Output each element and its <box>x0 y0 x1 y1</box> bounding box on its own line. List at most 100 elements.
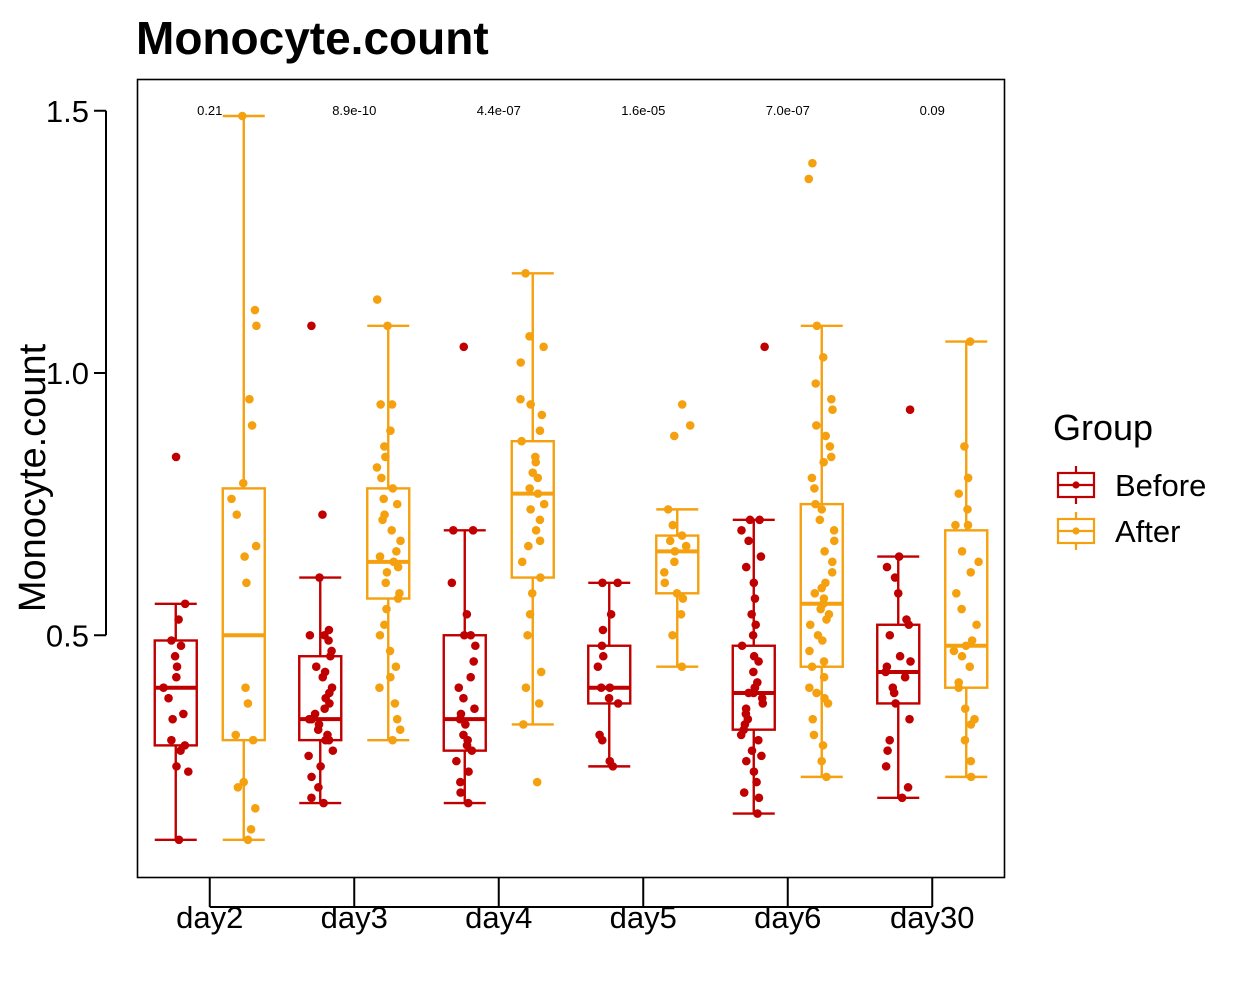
data-point <box>456 777 465 787</box>
data-point <box>957 547 967 556</box>
data-point <box>232 510 242 519</box>
data-point <box>903 783 913 792</box>
data-point <box>395 725 405 734</box>
data-point <box>966 772 976 782</box>
data-point <box>595 730 604 740</box>
x-tick-label: day3 <box>321 900 388 935</box>
data-point <box>963 505 972 514</box>
data-point <box>379 494 388 504</box>
data-point <box>970 714 979 724</box>
chart-marks: 0.21 8.9e-10 4.4e-07 1.6e-05 7.0e-07 0.09 <box>153 103 989 845</box>
data-point <box>751 620 761 630</box>
data-point <box>949 646 959 656</box>
data-point <box>386 426 395 435</box>
data-point <box>670 547 680 556</box>
data-point <box>676 609 686 619</box>
data-point <box>598 651 608 661</box>
data-point <box>539 499 549 509</box>
data-point <box>531 526 541 535</box>
data-point <box>754 793 764 803</box>
data-point <box>807 662 817 672</box>
data-point <box>180 741 190 750</box>
legend-label: Before <box>1115 468 1206 503</box>
data-point <box>314 720 324 729</box>
data-point <box>811 379 821 388</box>
data-point <box>537 410 547 420</box>
data-point <box>247 421 257 430</box>
data-point <box>242 578 251 588</box>
data-point <box>821 431 831 441</box>
data-point <box>604 693 614 703</box>
data-point <box>954 678 964 687</box>
data-point <box>525 609 535 619</box>
data-point <box>319 798 328 808</box>
data-point <box>893 588 903 598</box>
y-tick-label: 0.5 <box>46 618 89 653</box>
data-point <box>882 562 892 572</box>
data-point <box>459 630 469 640</box>
data-point <box>613 699 623 708</box>
plot-panel-border <box>136 78 1006 879</box>
data-point <box>890 573 900 582</box>
data-point <box>525 484 534 493</box>
data-point <box>819 457 828 467</box>
data-point <box>749 667 758 677</box>
p-value-label: 0.09 <box>920 103 945 118</box>
data-point <box>516 358 526 367</box>
data-point <box>685 421 695 430</box>
data-point <box>172 672 181 682</box>
data-point <box>448 526 458 535</box>
data-point <box>251 541 261 551</box>
data-point <box>180 599 190 609</box>
data-point <box>598 578 607 588</box>
data-point <box>375 683 384 692</box>
data-point <box>237 111 247 121</box>
data-point <box>972 620 981 630</box>
data-point <box>318 510 327 519</box>
data-point <box>385 646 395 656</box>
data-point <box>951 520 960 530</box>
data-point <box>243 699 253 708</box>
x-tick-label: day6 <box>754 900 821 935</box>
data-point <box>967 636 977 645</box>
data-point <box>810 588 820 598</box>
data-point <box>960 442 969 451</box>
data-point <box>470 704 479 713</box>
data-point <box>894 552 904 561</box>
data-point <box>466 672 475 682</box>
data-point <box>454 683 464 692</box>
data-point <box>248 735 258 745</box>
data-point <box>828 557 837 567</box>
data-point <box>245 394 254 404</box>
data-point <box>804 174 814 184</box>
data-point <box>238 478 248 488</box>
legend-label: After <box>1115 514 1180 549</box>
data-point <box>747 746 757 755</box>
data-point <box>311 662 321 672</box>
data-point <box>468 526 478 535</box>
data-point <box>957 651 967 661</box>
data-point <box>525 331 534 341</box>
data-point <box>812 688 821 698</box>
data-point <box>316 762 325 771</box>
data-point <box>895 651 905 661</box>
data-point <box>965 337 975 346</box>
data-point <box>528 468 538 477</box>
data-point <box>380 510 389 519</box>
data-point <box>381 578 391 588</box>
data-point <box>741 704 751 713</box>
data-point <box>678 594 688 603</box>
data-point <box>243 835 253 845</box>
data-point <box>535 515 545 525</box>
data-point <box>471 641 480 651</box>
data-point <box>672 588 682 598</box>
data-point <box>327 646 336 656</box>
x-tick-label: day2 <box>176 900 243 935</box>
data-point <box>757 751 766 761</box>
data-point <box>531 452 540 462</box>
data-point <box>677 662 687 672</box>
data-point <box>808 158 817 168</box>
data-point <box>819 594 829 603</box>
p-value-label: 4.4e-07 <box>477 103 521 118</box>
box <box>731 644 776 731</box>
